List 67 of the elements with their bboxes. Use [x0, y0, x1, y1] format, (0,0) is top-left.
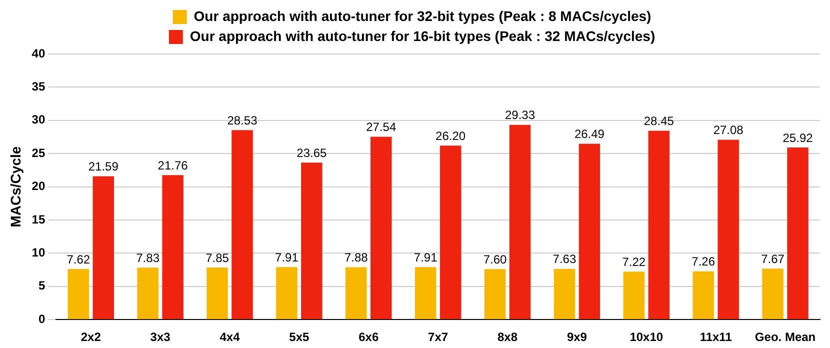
- bar: [509, 124, 531, 320]
- x-tick-label: 4x4: [220, 330, 240, 344]
- data-label: 7.83: [136, 250, 160, 265]
- x-tick-label: 7x7: [428, 330, 448, 344]
- x-tick-label: 11x11: [700, 330, 732, 344]
- x-tick-label: 2x2: [80, 330, 102, 344]
- bar: [68, 269, 89, 320]
- x-tick-label: 10x10: [630, 330, 664, 344]
- bar: [787, 147, 808, 320]
- data-label: 7.62: [66, 252, 90, 266]
- data-label: 7.26: [692, 254, 716, 269]
- bar: [92, 176, 114, 320]
- data-label: 29.33: [505, 108, 536, 122]
- data-label: 26.20: [436, 128, 466, 143]
- bar: [648, 130, 670, 320]
- x-tick-label: 6x6: [358, 330, 379, 344]
- data-label: 27.54: [366, 120, 396, 134]
- x-tick-label: 5x5: [289, 330, 310, 344]
- bar: [578, 144, 600, 320]
- x-tick-label: 3x3: [150, 330, 171, 344]
- data-label: 7.60: [483, 252, 508, 266]
- data-label: 28.53: [227, 113, 258, 128]
- data-label: 21.76: [158, 158, 188, 172]
- bar: [718, 140, 739, 320]
- data-label: 7.85: [206, 250, 230, 265]
- data-label: 7.63: [552, 252, 576, 266]
- data-label: 25.92: [782, 130, 814, 145]
- data-label: 26.49: [574, 127, 605, 142]
- data-label: 7.67: [761, 252, 785, 266]
- bar: [623, 272, 645, 320]
- data-label: 27.08: [713, 123, 744, 138]
- bar: [232, 130, 253, 320]
- bar: [414, 267, 436, 320]
- legend-label: Our approach with auto-tuner for 16-bit types (Peak : 32 MACs/cycles): [190, 28, 656, 44]
- bar: [346, 267, 367, 320]
- x-tick-label: Geo. Mean: [754, 330, 816, 344]
- y-tick-label: 30: [32, 112, 46, 127]
- data-label: 7.88: [344, 250, 368, 265]
- y-tick-label: 5: [38, 278, 46, 293]
- y-tick-label: 25: [32, 146, 46, 160]
- bar: [484, 269, 506, 320]
- y-tick-label: 15: [32, 212, 46, 226]
- bar: [440, 146, 462, 320]
- bar: [276, 267, 298, 320]
- data-label: 7.22: [622, 254, 646, 269]
- y-tick-label: 40: [32, 46, 46, 60]
- bar: [692, 271, 714, 320]
- data-label: 23.65: [296, 146, 328, 160]
- bar: [162, 175, 184, 320]
- bar: [137, 268, 158, 320]
- y-axis-title: MACs/Cycle: [7, 146, 24, 228]
- bar: [370, 136, 392, 320]
- bar: [554, 268, 576, 320]
- y-tick-label: 10: [32, 246, 46, 260]
- data-label: 7.91: [414, 250, 438, 264]
- data-label: 7.91: [275, 250, 299, 264]
- data-label: 21.59: [88, 160, 119, 174]
- bar: [762, 268, 784, 320]
- bar: [206, 267, 228, 320]
- legend-label: Our approach with auto-tuner for 32-bit types (Peak : 8 MACs/cycles): [194, 8, 652, 24]
- data-label: 28.45: [644, 114, 674, 128]
- x-tick-label: 9x9: [566, 330, 588, 344]
- x-tick-label: 8x8: [498, 330, 518, 344]
- y-tick-label: 0: [38, 312, 46, 326]
- y-tick-label: 20: [32, 179, 46, 194]
- bar: [301, 162, 322, 320]
- y-tick-label: 35: [32, 80, 46, 94]
